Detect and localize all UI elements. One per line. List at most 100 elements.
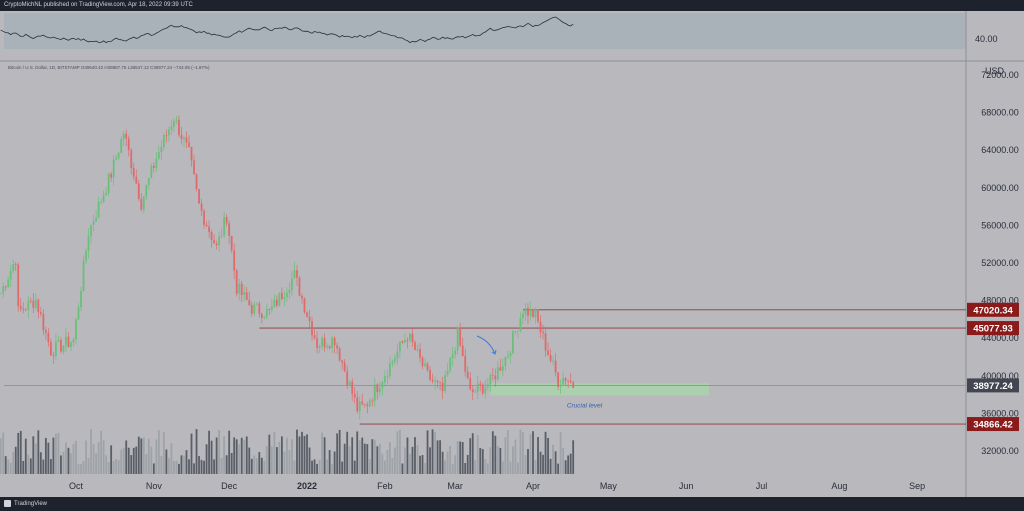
volume-bar [238,444,241,474]
candle-body [343,362,346,372]
volume-bars [0,429,575,474]
tradingview-logo-icon [4,500,11,507]
candle-body [2,286,5,294]
candle-body [529,309,532,316]
time-tick-label: Feb [377,481,393,491]
volume-bar [313,459,316,474]
volume-bar [60,455,62,474]
time-tick-label: 2022 [297,481,317,491]
candle-body [120,139,123,153]
candle-body [371,400,374,402]
candle-body [381,382,384,389]
candle-body [454,350,457,355]
volume-bar [426,430,429,474]
candle-body [373,384,376,401]
candle-body [464,355,467,372]
time-tick-label: Apr [526,481,540,491]
price-chart[interactable]: 40.00 Bitcoin / U.S. Dollar, 1D, BITSTAM… [0,11,1024,497]
volume-bar [268,434,271,474]
volume-bar [188,459,190,474]
candle-body [273,299,276,307]
candle-body [52,355,55,357]
candle-body [47,332,50,343]
volume-bar [145,454,148,474]
candle-body [557,372,560,387]
candle-body [341,360,344,363]
volume-bar [258,452,261,474]
candle-body [253,304,256,314]
price-tick-label: 72000.00 [981,70,1019,80]
volume-bar [554,451,557,474]
oscillator-line [0,16,574,44]
candle-body [90,224,92,237]
candle-body [210,231,213,241]
volume-bar [301,431,303,474]
candle-body [479,383,482,385]
volume-bar [323,437,326,474]
volume-bar [466,454,469,474]
candle-body [446,370,449,375]
volume-bar [127,447,130,474]
candle-body [170,126,173,130]
candle-body [461,345,464,356]
time-tick-label: May [600,481,618,491]
volume-bar [67,447,70,474]
candle-body [125,133,128,139]
volume-bar [451,463,454,474]
volume-bar [228,430,231,474]
volume-bar [29,458,32,474]
price-level-tag [967,417,1019,432]
volume-bar [512,446,514,474]
volume-bar [265,446,268,474]
candle-body [401,341,404,343]
volume-bar [155,439,158,474]
volume-bar [165,449,168,474]
candle-body [569,381,572,383]
candle-body [311,321,313,336]
volume-bar [110,445,113,474]
publisher-bar: CryptoMichNL published on TradingView.co… [0,0,1024,11]
volume-bar [316,463,318,474]
volume-bar [213,459,216,474]
candle-body [178,119,180,136]
candle-body [466,371,469,379]
volume-bar [454,455,457,474]
candle-body [386,376,389,378]
candle-body [32,300,35,308]
candle-body [37,299,40,313]
volume-bar [321,432,323,474]
candle-body [358,401,361,412]
candle-body [383,376,386,383]
volume-bar [476,435,479,474]
volume-bar [142,437,145,474]
volume-bar [162,432,165,474]
candle-body [193,160,195,175]
volume-bar [170,443,173,474]
candle-body [162,135,165,148]
candle-body [411,333,414,343]
volume-bar [173,460,175,474]
volume-bar [248,447,251,474]
volume-bar [311,460,313,474]
candles [0,115,575,420]
candle-body [112,159,115,178]
candle-body [39,312,42,314]
volume-bar [135,446,138,474]
volume-bar [183,455,185,474]
volume-bar [250,458,253,474]
candle-body [368,400,371,407]
candle-body [333,337,336,346]
volume-bar [130,455,133,474]
volume-bar [356,431,359,474]
volume-bar [421,455,424,474]
candle-body [361,401,364,405]
candle-body [55,341,57,357]
volume-bar [92,444,95,474]
oscillator-band [4,13,966,49]
candle-body [213,240,216,244]
candle-body [396,351,399,359]
candle-body [29,300,32,302]
volume-bar [150,446,153,474]
candle-body [346,371,349,386]
candle-body [165,135,168,137]
